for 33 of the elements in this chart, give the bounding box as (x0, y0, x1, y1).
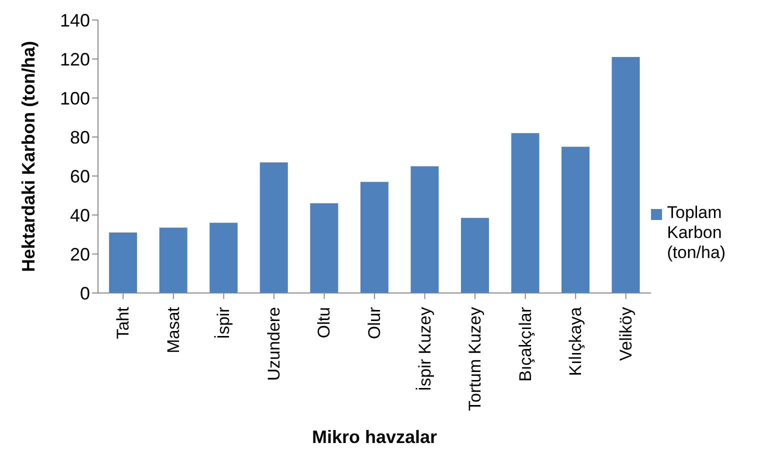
bar (210, 222, 238, 293)
x-axis-title: Mikro havzalar (312, 427, 438, 447)
x-tick-label: Bıçakçılar (516, 306, 535, 382)
x-tick-label: Taht (114, 306, 133, 340)
y-tick-label: 120 (60, 49, 90, 70)
bar (511, 133, 540, 293)
bar (410, 166, 439, 293)
y-tick-label: 40 (70, 205, 90, 226)
bar (310, 203, 338, 293)
y-tick-label: 60 (70, 166, 90, 186)
x-tick-label: Veliköy (616, 306, 636, 361)
bar (159, 228, 188, 293)
x-tick-label: Oltu (314, 307, 334, 338)
bar (460, 218, 489, 293)
bar (562, 146, 590, 293)
y-tick-label: 0 (80, 283, 90, 304)
bar (360, 182, 388, 293)
y-tick-label: 80 (70, 127, 90, 148)
x-tick-label: Uzundere (264, 307, 284, 381)
x-tick-label: İspir Kuzey (415, 306, 434, 392)
x-tick-label: Masat (164, 306, 183, 354)
y-tick-label: 140 (60, 10, 90, 30)
bar (612, 57, 640, 293)
bar (260, 162, 288, 293)
x-tick-label: İspir (214, 306, 234, 340)
x-tick-label: Olur (365, 306, 384, 340)
y-axis-title: Hektardaki Karbon (ton/ha) (18, 40, 38, 272)
bar (109, 232, 138, 293)
y-tick-label: 20 (70, 244, 90, 264)
x-tick-label: Kılıçkaya (566, 306, 586, 376)
x-tick-label: Tortum Kuzey (466, 306, 485, 411)
legend-label: Toplam Karbon (ton/ha) (667, 202, 727, 262)
y-tick-label: 100 (60, 88, 90, 108)
